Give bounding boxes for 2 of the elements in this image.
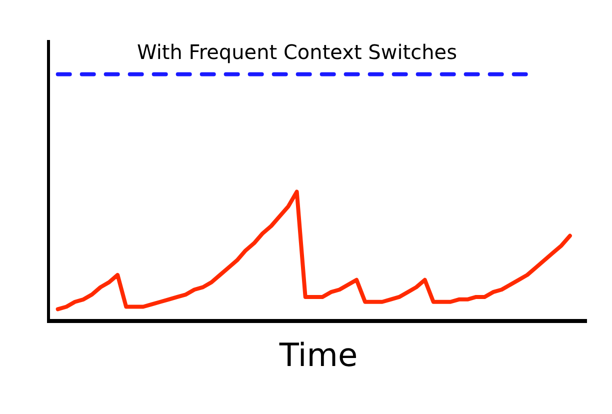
series-label: With Frequent Context Switches bbox=[137, 40, 458, 64]
x-axis-title: Time bbox=[278, 336, 358, 374]
